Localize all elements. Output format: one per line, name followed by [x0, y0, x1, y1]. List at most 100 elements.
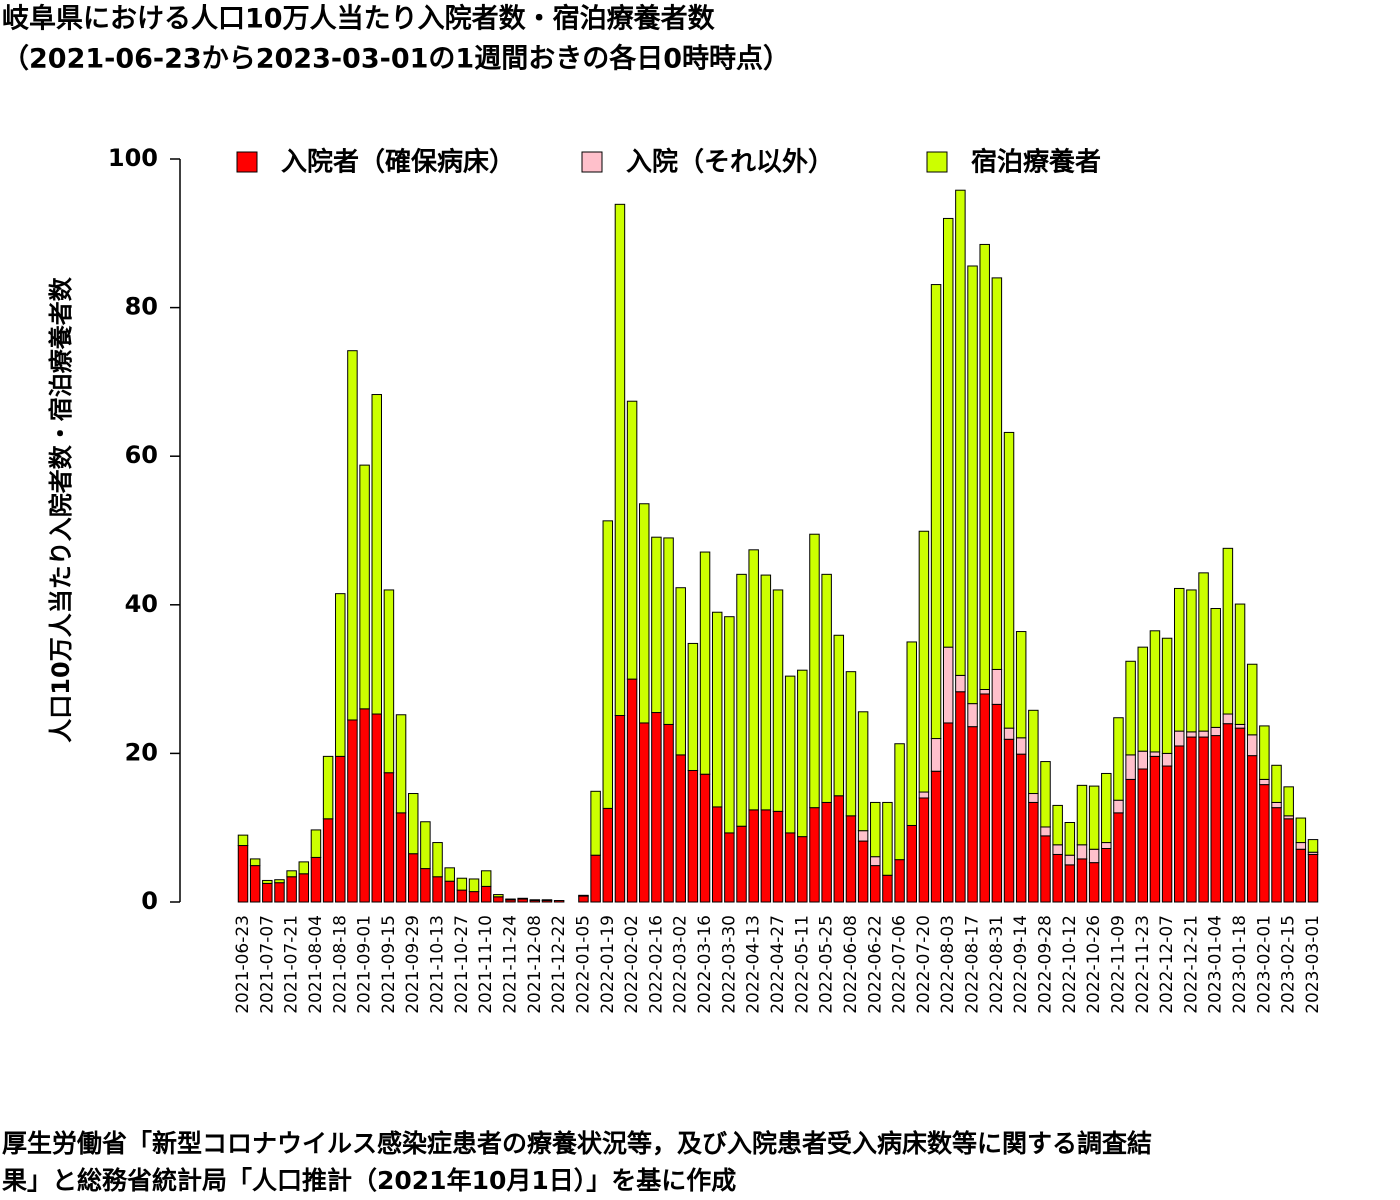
- bar-segment: [797, 836, 808, 903]
- x-tick-label: 2023-02-01: [1254, 915, 1274, 1014]
- bar-segment: [1246, 663, 1258, 736]
- bar-segment: [444, 880, 455, 903]
- bar-segment: [578, 895, 589, 903]
- x-tick-label: 2022-10-26: [1084, 915, 1104, 1014]
- bar-segment: [493, 896, 504, 903]
- bar-segment: [1076, 784, 1088, 846]
- bar-segment: [249, 858, 261, 867]
- bar-segment: [407, 793, 419, 855]
- bar-segment: [1003, 727, 1015, 740]
- x-tick-label: 2021-08-18: [330, 915, 350, 1014]
- bar-segment: [1283, 786, 1294, 817]
- bar-segment: [845, 671, 857, 817]
- bar-segment: [772, 810, 784, 903]
- bar-segment: [857, 840, 869, 903]
- bar-segment: [955, 691, 966, 903]
- bar-segment: [383, 589, 395, 774]
- bar-segment: [286, 870, 297, 878]
- legend-label: 宿泊療養者: [971, 147, 1101, 178]
- bar-segment: [420, 868, 431, 903]
- bar-segment: [918, 797, 930, 903]
- bar-segment: [626, 400, 638, 680]
- bar-segment: [1125, 754, 1136, 780]
- bar-segment: [1028, 801, 1039, 903]
- bar-segment: [1234, 723, 1246, 729]
- bar-segment: [1198, 736, 1209, 903]
- x-tick-label: 2022-01-19: [598, 915, 618, 1014]
- bar-segment: [310, 829, 322, 858]
- bar-segment: [1222, 723, 1234, 903]
- bar-segment: [1161, 752, 1173, 767]
- bar-segment: [918, 530, 930, 793]
- bar-segment: [1222, 547, 1234, 715]
- bar-segment: [882, 874, 893, 903]
- bar-segment: [736, 825, 747, 903]
- x-tick-label: 2022-08-31: [987, 915, 1007, 1014]
- x-tick-label: 2021-09-01: [355, 915, 375, 1014]
- x-tick-label: 2021-09-29: [403, 915, 423, 1014]
- bar-segment: [347, 719, 358, 903]
- y-tick-label: 0: [141, 887, 158, 915]
- bar-segment: [1174, 730, 1185, 747]
- x-tick-label: 2021-12-08: [525, 915, 545, 1014]
- bar-segment: [1161, 765, 1173, 903]
- bar-segment: [1198, 730, 1209, 738]
- bar-segment: [967, 726, 978, 903]
- bar-segment: [894, 859, 905, 903]
- bar-segment: [468, 878, 480, 893]
- x-tick-label: 2023-01-18: [1230, 915, 1250, 1014]
- bar-segment: [845, 815, 857, 903]
- bar-segment: [480, 885, 492, 903]
- bar-segment: [529, 899, 541, 902]
- bar-segment: [1064, 864, 1076, 903]
- bar-segment: [1125, 778, 1136, 903]
- bar-segment: [1052, 853, 1063, 903]
- bar-segment: [298, 873, 310, 903]
- bar-segment: [395, 812, 407, 903]
- bar-segment: [1052, 804, 1063, 846]
- bar-segment: [675, 587, 686, 756]
- bar-segment: [930, 284, 942, 740]
- x-tick-label: 2022-08-03: [938, 915, 958, 1014]
- bar-segment: [1149, 755, 1161, 903]
- bar-segment: [335, 755, 346, 903]
- bar-segment: [1307, 853, 1319, 903]
- bar-segment: [1003, 738, 1015, 903]
- bar-segment: [663, 537, 674, 725]
- bar-segment: [967, 265, 978, 705]
- bar-segment: [553, 900, 565, 903]
- bar-segment: [857, 830, 869, 842]
- bar-segment: [930, 770, 942, 903]
- bar-segment: [809, 807, 820, 903]
- bar-segment: [1210, 735, 1221, 903]
- x-tick-label: 2022-07-06: [890, 915, 910, 1014]
- x-tick-label: 2022-12-21: [1181, 915, 1201, 1014]
- bar-segment: [736, 573, 747, 827]
- bar-segment: [1259, 778, 1270, 786]
- bar-segment: [748, 549, 759, 811]
- x-tick-label: 2021-06-23: [233, 915, 253, 1014]
- bar-segment: [371, 394, 382, 715]
- bar-segment: [432, 842, 443, 878]
- bar-segment: [687, 769, 699, 903]
- x-tick-label: 2022-11-23: [1133, 915, 1153, 1014]
- bar-segment: [1015, 631, 1027, 739]
- bar-segment: [1222, 713, 1234, 725]
- bar-segment: [1210, 608, 1221, 728]
- bar-segment: [590, 790, 601, 856]
- legend-swatch: [926, 151, 948, 173]
- bar-segment: [797, 669, 808, 838]
- bar-segment: [602, 520, 614, 809]
- bar-segment: [298, 861, 310, 875]
- bar-segment: [262, 882, 273, 903]
- x-tick-label: 2022-11-09: [1108, 915, 1128, 1014]
- bar-segment: [1137, 646, 1149, 752]
- bar-segment: [456, 877, 468, 891]
- y-tick-label: 60: [125, 441, 158, 469]
- bar-segment: [675, 754, 686, 903]
- bar-segment: [651, 536, 662, 714]
- legend-swatch: [236, 151, 258, 173]
- bar-segment: [930, 738, 942, 772]
- bar-segment: [1234, 603, 1246, 725]
